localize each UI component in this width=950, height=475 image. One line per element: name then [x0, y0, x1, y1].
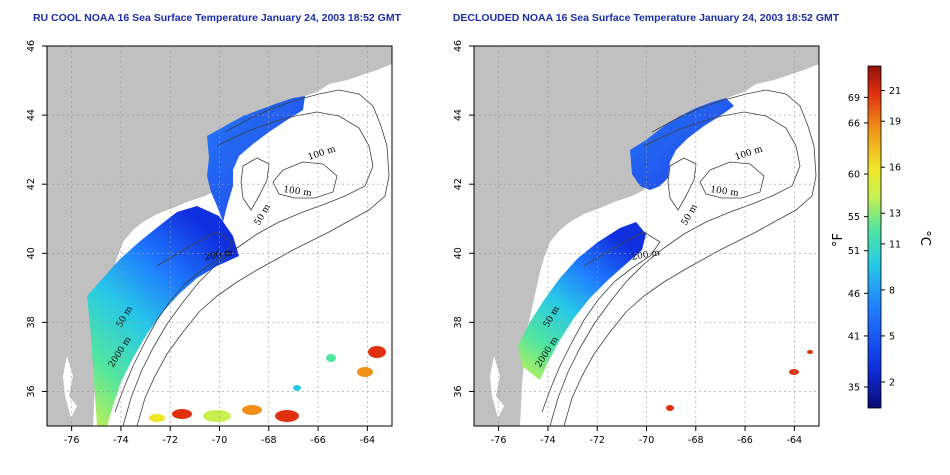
left-lon-tick-label: -76 [64, 435, 80, 446]
colorbar-fahrenheit-tick-label: 51 [848, 246, 860, 257]
right-lat-tick-label: 36 [453, 385, 464, 397]
right-lat-tick-label: 44 [453, 109, 464, 121]
right-contour-label-2: 100 m [710, 185, 740, 199]
colorbar-gradient [867, 65, 882, 409]
right-lon-tick-label: -74 [540, 435, 556, 446]
right-lon-ticks: -76 -74 -72 -70 -68 -66 -64 [491, 426, 802, 446]
left-lat-ticks: 36 38 40 42 44 46 [26, 40, 47, 398]
left-lat-tick-label: 42 [26, 178, 37, 190]
left-lon-tick-label: -72 [162, 435, 178, 446]
colorbar-fahrenheit-tick-label: 55 [848, 212, 860, 223]
right-lon-tick-label: -64 [787, 435, 803, 446]
left-contour-label-4: 200 m [204, 248, 234, 263]
right-map-panel: DECLOUDED NOAA 16 Sea Surface Temperatur… [453, 12, 840, 446]
left-lon-tick-label: -70 [212, 435, 228, 446]
colorbar-fahrenheit-unit: °F [831, 233, 846, 247]
right-bathymetry-contours [541, 89, 817, 427]
right-lon-tick-label: -76 [491, 435, 507, 446]
left-lat-tick-label: 40 [26, 247, 37, 259]
right-lon-tick-label: -66 [737, 435, 753, 446]
right-lat-tick-label: 38 [453, 316, 464, 328]
right-lat-tick-label: 42 [453, 178, 464, 190]
left-shelf-sst [87, 206, 239, 426]
right-panel-title: DECLOUDED NOAA 16 Sea Surface Temperatur… [453, 12, 840, 24]
left-contour-label-2: 100 m [283, 185, 313, 199]
right-chesapeake-bay [490, 356, 504, 418]
colorbar-celsius-tick-label: 16 [889, 163, 901, 174]
left-lon-tick-label: -64 [360, 435, 376, 446]
left-lat-tick-label: 44 [26, 109, 37, 121]
left-map-panel: RU COOL NOAA 16 Sea Surface Temperature … [26, 12, 402, 446]
colorbar-fahrenheit-tick-label: 60 [848, 170, 860, 181]
colorbar-celsius-tick-label: 21 [889, 86, 901, 97]
left-bathymetry-contours [114, 89, 390, 427]
colorbar-celsius-tick-label: 5 [889, 331, 895, 342]
left-land-mass [47, 46, 392, 426]
left-lat-tick-label: 36 [26, 385, 37, 397]
colorbar-celsius-tick-label: 2 [889, 377, 895, 388]
left-chesapeake-bay [63, 356, 77, 418]
colorbar-fahrenheit-ticks: 69 66 60 55 51 46 41 35 [848, 93, 868, 394]
right-lon-tick-label: -72 [589, 435, 605, 446]
left-grid [47, 45, 392, 426]
left-lat-tick-label: 38 [26, 316, 37, 328]
right-lat-ticks: 36 38 40 42 44 46 [453, 40, 474, 398]
colorbar-celsius-unit: °C [917, 230, 932, 246]
colorbar-celsius-tick-label: 11 [889, 239, 901, 250]
colorbar-celsius-tick-label: 19 [889, 117, 901, 128]
left-lon-tick-label: -66 [310, 435, 326, 446]
right-grid [474, 45, 819, 426]
right-lon-tick-label: -68 [688, 435, 704, 446]
colorbar-fahrenheit-tick-label: 66 [848, 118, 860, 129]
left-lon-tick-label: -74 [113, 435, 129, 446]
right-lon-tick-label: -70 [639, 435, 655, 446]
right-lat-tick-label: 46 [453, 40, 464, 52]
right-offshore-warm-pixels [666, 350, 813, 411]
left-lat-tick-label: 46 [26, 40, 37, 52]
right-gulf-of-maine-sst [630, 98, 734, 190]
colorbar-fahrenheit-tick-label: 41 [848, 331, 860, 342]
colorbar-fahrenheit-tick-label: 35 [848, 383, 860, 394]
left-lon-ticks: -76 -74 -72 -70 -68 -66 -64 [64, 426, 375, 446]
left-panel-title: RU COOL NOAA 16 Sea Surface Temperature … [33, 12, 402, 24]
right-contour-label-4: 200 m [631, 248, 661, 263]
left-gulf-of-maine-sst [207, 96, 305, 222]
left-offshore-warm-pixels [149, 346, 386, 422]
right-land-mass [474, 46, 819, 426]
temperature-colorbar: 69 66 60 55 51 46 41 35 21 19 16 13 11 8 5 2 °F °C [831, 65, 932, 409]
colorbar-celsius-tick-label: 13 [889, 209, 901, 220]
left-lon-tick-label: -68 [261, 435, 277, 446]
colorbar-fahrenheit-tick-label: 46 [848, 289, 860, 300]
colorbar-fahrenheit-tick-label: 69 [848, 93, 860, 104]
colorbar-celsius-ticks: 21 19 16 13 11 8 5 2 [881, 86, 901, 388]
colorbar-celsius-tick-label: 8 [889, 285, 895, 296]
right-lat-tick-label: 40 [453, 247, 464, 259]
right-shelf-sst [518, 222, 646, 380]
